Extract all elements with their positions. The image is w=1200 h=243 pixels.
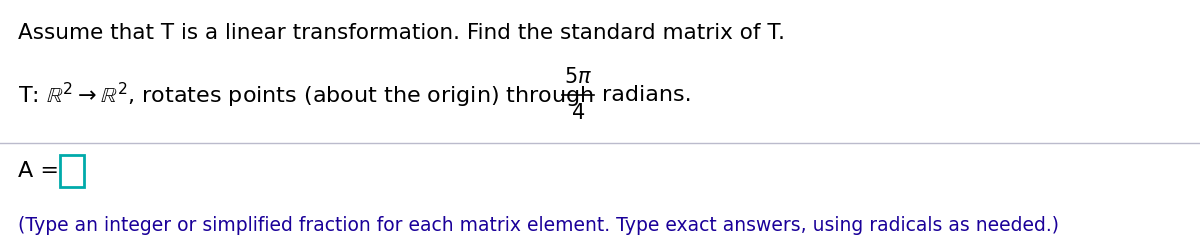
Text: $4$: $4$ <box>571 103 586 123</box>
Text: $5\pi$: $5\pi$ <box>564 67 592 87</box>
Text: radians.: radians. <box>602 85 691 105</box>
Text: Assume that T is a linear transformation. Find the standard matrix of T.: Assume that T is a linear transformation… <box>18 23 785 43</box>
Text: A =: A = <box>18 161 59 181</box>
Text: T: $\mathbb{R}^2$$\rightarrow$$\mathbb{R}^2$, rotates points (about the origin) : T: $\mathbb{R}^2$$\rightarrow$$\mathbb{R… <box>18 80 594 110</box>
Bar <box>60 155 84 187</box>
Text: (Type an integer or simplified fraction for each matrix element. Type exact answ: (Type an integer or simplified fraction … <box>18 216 1060 234</box>
